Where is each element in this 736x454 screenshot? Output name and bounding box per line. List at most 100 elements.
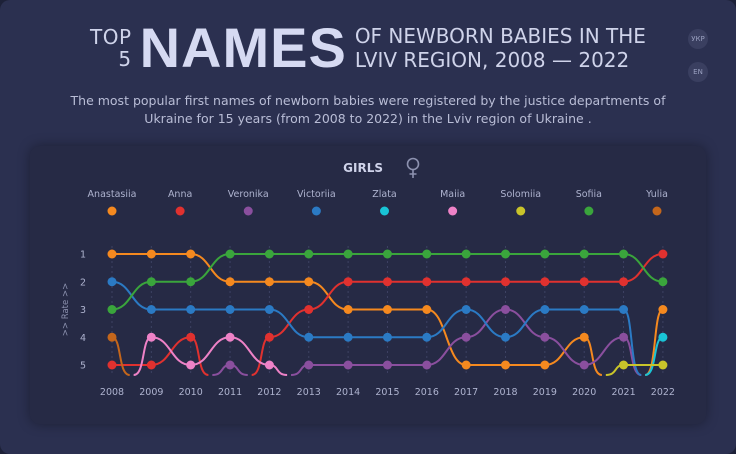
legend-dot-solomiia xyxy=(516,206,526,216)
point-anna-2013 xyxy=(304,305,314,314)
point-anastasiia-2008 xyxy=(107,249,117,259)
title-prefix: TOP 5 xyxy=(90,26,132,70)
legend-dot-zlata xyxy=(380,206,389,216)
point-sofiia-2016 xyxy=(422,249,432,259)
point-sofiia-2014 xyxy=(343,249,353,259)
point-anna-2019 xyxy=(540,277,550,287)
x-tick-2014: 2014 xyxy=(336,387,360,398)
legend-dot-veronika xyxy=(243,206,253,216)
legend-label-anna: Anna xyxy=(168,189,192,200)
girls-rank-chart: GIRLS Anastasiia Anna Veronika Victoriia Zlat… xyxy=(61,157,675,398)
legend-dot-yulia xyxy=(652,206,662,216)
point-veronika-2018 xyxy=(501,305,510,314)
x-tick-2013: 2013 xyxy=(297,387,321,398)
legend-dot-sofiia xyxy=(584,206,594,216)
point-maiia-2012 xyxy=(264,360,274,370)
point-anna-2010 xyxy=(186,332,196,342)
point-victoriia-2012 xyxy=(264,305,274,314)
legend-label-victoriia: Victoriia xyxy=(297,189,336,200)
y-tick-5: 5 xyxy=(80,361,86,372)
legend-label-maiia: Maiia xyxy=(440,189,465,200)
point-anastasiia-2012 xyxy=(264,277,274,287)
point-victoriia-2010 xyxy=(186,305,196,314)
point-sofiia-2017 xyxy=(461,249,471,259)
point-victoriia-2021 xyxy=(619,305,629,314)
point-sofiia-2008 xyxy=(107,305,117,314)
point-sofiia-2013 xyxy=(304,249,314,259)
header: TOP 5 NAMES OF NEWBORN BABIES IN THE LVI… xyxy=(0,20,736,76)
point-anastasiia-2015 xyxy=(382,305,392,314)
point-zlata-2022 xyxy=(658,332,668,342)
point-anastasiia-2018 xyxy=(501,360,510,370)
point-anna-2014 xyxy=(343,277,353,287)
point-victoriia-2015 xyxy=(382,332,392,342)
title-names: NAMES xyxy=(139,16,347,79)
language-ukr-button[interactable]: УКР xyxy=(688,29,708,49)
point-anastasiia-2013 xyxy=(304,277,314,287)
x-tick-2021: 2021 xyxy=(611,387,635,398)
point-victoriia-2008 xyxy=(107,277,117,287)
point-anna-2018 xyxy=(501,277,510,287)
x-tick-2020: 2020 xyxy=(572,387,596,398)
point-solomiia-2022 xyxy=(658,360,668,370)
x-tick-2022: 2022 xyxy=(651,387,675,398)
point-veronika-2014 xyxy=(343,360,353,370)
x-tick-2018: 2018 xyxy=(493,387,517,398)
point-anastasiia-2016 xyxy=(422,305,432,314)
x-tick-2017: 2017 xyxy=(454,387,478,398)
point-victoriia-2009 xyxy=(146,305,156,314)
point-sofiia-2022 xyxy=(658,277,668,287)
point-anna-2017 xyxy=(461,277,471,287)
point-sofiia-2011 xyxy=(225,249,235,259)
legend-dot-anna xyxy=(175,206,185,216)
x-tick-2012: 2012 xyxy=(257,387,281,398)
point-anna-2009 xyxy=(146,360,156,370)
language-en-button[interactable]: EN xyxy=(688,62,708,82)
point-yulia-2008 xyxy=(107,332,117,342)
legend-label-yulia: Yulia xyxy=(645,189,668,200)
point-victoriia-2016 xyxy=(422,332,432,342)
y-tick-4: 4 xyxy=(80,333,86,344)
x-tick-2009: 2009 xyxy=(139,387,163,398)
y-tick-2: 2 xyxy=(80,277,86,288)
point-veronika-2020 xyxy=(579,360,589,370)
legend-label-sofiia: Sofiia xyxy=(576,189,602,200)
legend-dot-maiia xyxy=(448,206,458,216)
title-top: TOP xyxy=(90,25,132,49)
point-maiia-2009 xyxy=(146,332,156,342)
x-tick-2011: 2011 xyxy=(218,387,242,398)
point-maiia-2010 xyxy=(186,360,196,370)
title-five: 5 xyxy=(118,47,132,71)
title-row: TOP 5 NAMES OF NEWBORN BABIES IN THE LVI… xyxy=(0,20,736,76)
legend-label-zlata: Zlata xyxy=(372,189,397,200)
point-anna-2015 xyxy=(382,277,392,287)
point-veronika-2015 xyxy=(382,360,392,370)
x-tick-2010: 2010 xyxy=(179,387,203,398)
point-victoriia-2013 xyxy=(304,332,314,342)
y-tick-3: 3 xyxy=(80,305,86,316)
point-victoriia-2011 xyxy=(225,305,235,314)
chart-title: GIRLS xyxy=(343,161,383,175)
point-sofiia-2009 xyxy=(146,277,156,287)
y-axis-label: >> Rate >> xyxy=(61,283,71,336)
legend-dot-victoriia xyxy=(311,206,321,216)
chart-card: GIRLS Anastasiia Anna Veronika Victoriia Zlat… xyxy=(30,146,706,424)
point-sofiia-2018 xyxy=(501,249,510,259)
point-anastasiia-2017 xyxy=(461,360,471,370)
point-solomiia-2021 xyxy=(619,360,629,370)
point-anna-2012 xyxy=(264,332,274,342)
point-anna-2016 xyxy=(422,277,432,287)
point-victoriia-2017 xyxy=(461,305,471,314)
point-anna-2020 xyxy=(579,277,589,287)
point-anastasiia-2022 xyxy=(658,305,668,314)
legend-label-solomiia: Solomiia xyxy=(500,189,541,200)
point-anastasiia-2014 xyxy=(343,305,353,314)
x-tick-2016: 2016 xyxy=(415,387,439,398)
legend-label-veronika: Veronika xyxy=(228,189,269,200)
point-anastasiia-2011 xyxy=(225,277,235,287)
point-sofiia-2012 xyxy=(264,249,274,259)
series-line-yulia xyxy=(111,336,131,376)
point-anna-2022 xyxy=(658,249,668,259)
point-victoriia-2018 xyxy=(501,332,510,342)
